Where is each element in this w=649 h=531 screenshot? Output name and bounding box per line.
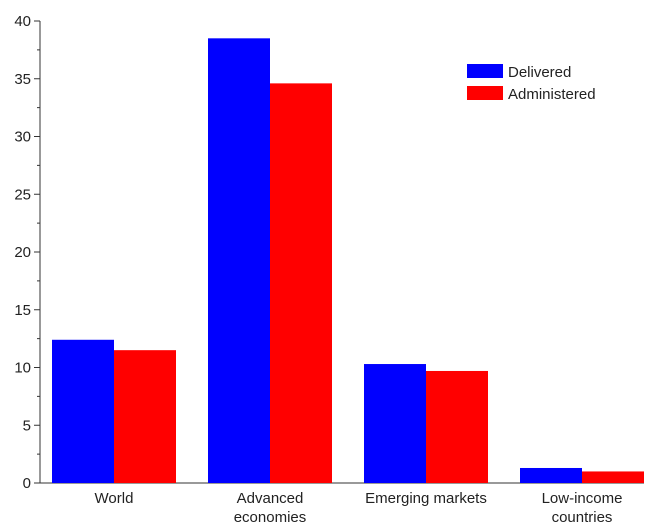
legend-label-administered: Administered [508,86,596,103]
bar-administered [114,350,176,483]
x-category-label: Low-income countries [542,490,623,526]
bars [52,38,644,484]
y-tick-label: 25 [14,186,31,203]
y-tick-label: 40 [14,13,31,30]
y-tick-label: 20 [14,244,31,261]
x-category-label-line: Emerging markets [365,490,487,507]
x-category-label: Emerging markets [365,490,487,507]
bar-delivered [52,339,114,483]
bar-administered [426,370,488,483]
bar-administered [270,83,332,484]
x-category-label-line: countries [552,509,613,526]
bar-administered [582,471,644,483]
x-axis: World Advanced economies Emerging markets Lo… [40,482,644,526]
x-category-label: Advanced economies [234,490,307,526]
y-axis: 0 5 10 15 20 25 30 35 40 [14,13,41,492]
x-category-label: World [95,490,134,507]
bar-delivered [364,364,426,483]
y-tick-label: 10 [14,360,31,377]
legend: Delivered Administered [467,64,596,103]
legend-swatch-administered [467,86,503,100]
x-category-label-line: economies [234,509,307,526]
y-tick-label: 0 [23,475,31,492]
x-category-label-line: World [95,490,134,507]
legend-label-delivered: Delivered [508,64,571,81]
x-category-label-line: Low-income [542,490,623,507]
y-tick-label: 15 [14,302,31,319]
bar-delivered [520,467,582,483]
y-tick-label: 5 [23,417,31,434]
legend-swatch-delivered [467,64,503,78]
bar-delivered [208,38,270,483]
x-category-label-line: Advanced [237,490,304,507]
y-tick-label: 30 [14,129,31,146]
y-tick-label: 35 [14,71,31,88]
